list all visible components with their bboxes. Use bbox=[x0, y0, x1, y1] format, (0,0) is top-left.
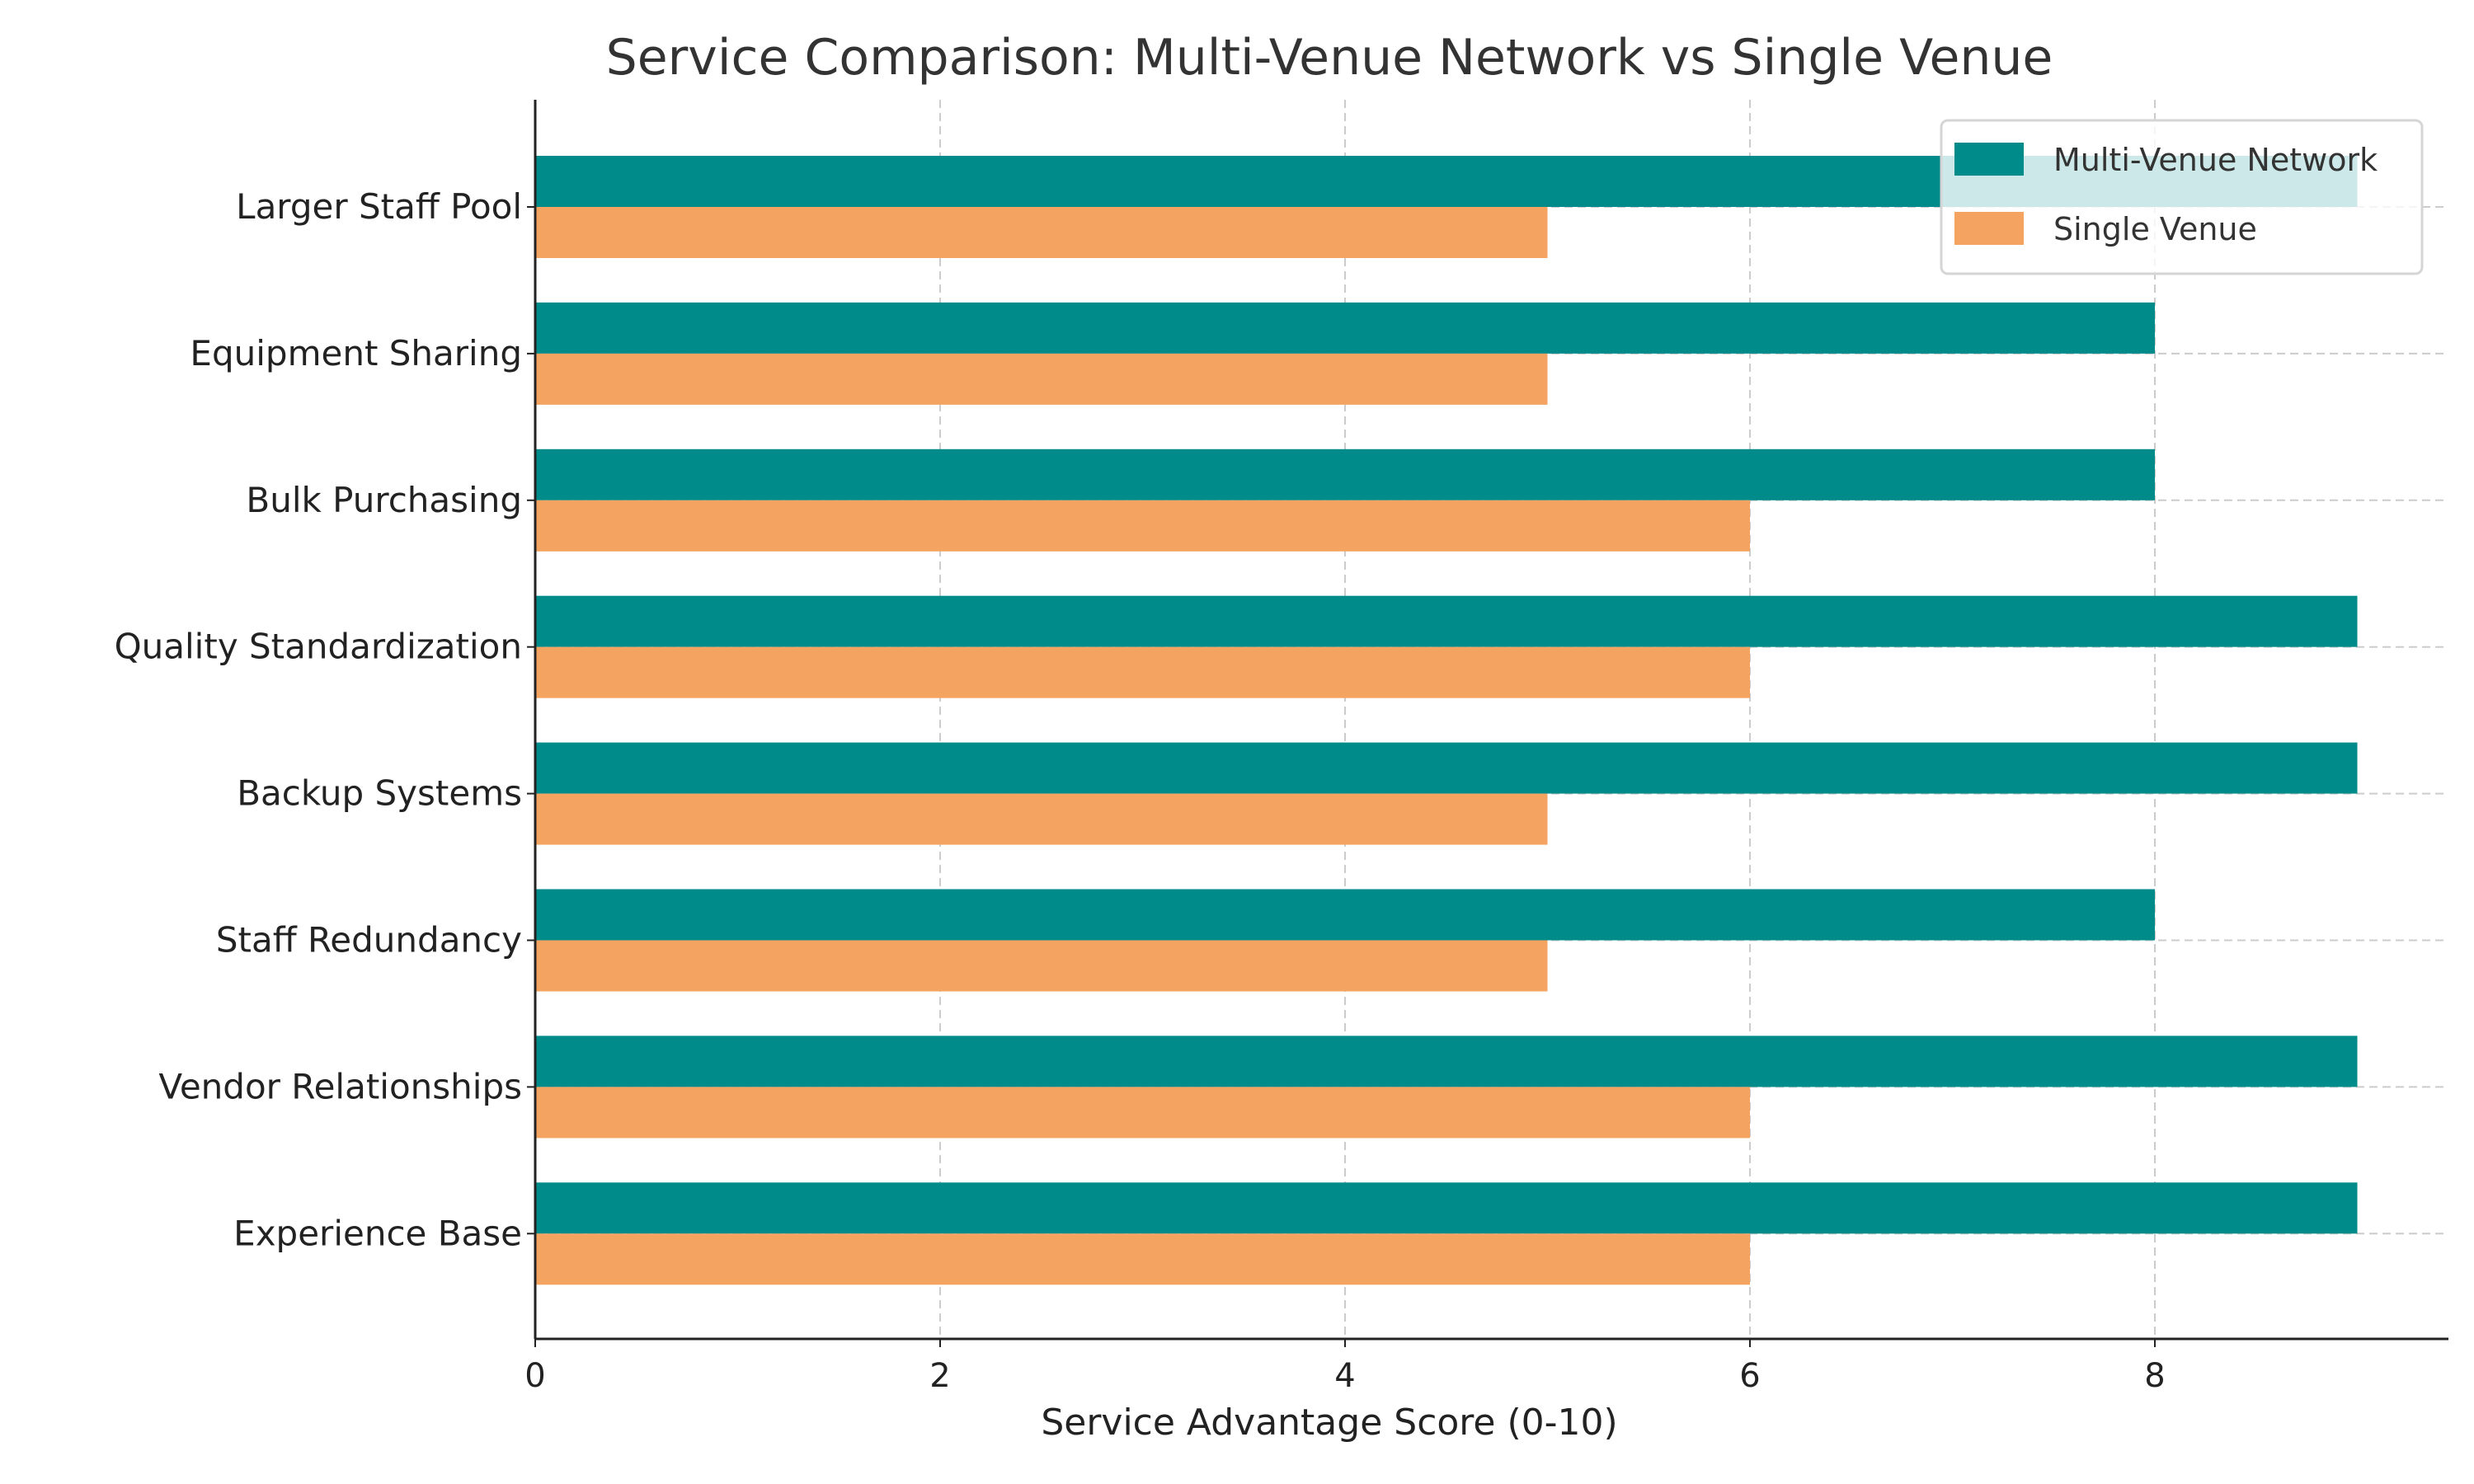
legend-label: Multi-Venue Network bbox=[2053, 142, 2378, 178]
x-tick-label: 8 bbox=[2144, 1357, 2165, 1395]
single-venue-bar bbox=[535, 793, 1548, 845]
single-venue-bar bbox=[535, 646, 1751, 698]
category-label: Equipment Sharing bbox=[190, 333, 522, 373]
multi-venue-bar bbox=[535, 302, 2156, 354]
single-venue-bar bbox=[535, 207, 1548, 258]
axes: 0 2 4 6 8 Larger Staff Pool Equipment Sharing B… bbox=[115, 100, 2448, 1395]
multi-venue-bar bbox=[535, 889, 2156, 941]
legend: Multi-Venue Network Single Venue bbox=[1940, 119, 2424, 275]
single-venue-bar bbox=[535, 500, 1751, 552]
category-label: Larger Staff Pool bbox=[236, 186, 522, 227]
category-label: Vendor Relationships bbox=[158, 1066, 522, 1106]
grid bbox=[534, 100, 2448, 1339]
multi-venue-bar bbox=[535, 595, 2358, 647]
single-venue-bar bbox=[535, 940, 1548, 992]
legend-swatch bbox=[1954, 143, 2024, 176]
legend-swatch bbox=[1954, 212, 2024, 245]
x-tick-label: 6 bbox=[1739, 1357, 1760, 1395]
category-label: Backup Systems bbox=[237, 773, 522, 814]
x-tick-label: 0 bbox=[524, 1357, 545, 1395]
legend-label: Single Venue bbox=[2053, 211, 2257, 247]
single-venue-bar bbox=[535, 1233, 1751, 1285]
category-label: Experience Base bbox=[233, 1213, 522, 1253]
x-tick-label: 4 bbox=[1334, 1357, 1355, 1395]
multi-venue-bar bbox=[535, 1036, 2358, 1087]
bars bbox=[535, 156, 2358, 1285]
x-axis-label: Service Advantage Score (0-10) bbox=[1041, 1402, 1617, 1444]
single-venue-bar bbox=[535, 353, 1548, 405]
category-label: Staff Redundancy bbox=[216, 920, 522, 960]
multi-venue-bar bbox=[535, 742, 2358, 794]
multi-venue-bar bbox=[535, 448, 2156, 500]
x-tick-label: 2 bbox=[929, 1357, 950, 1395]
category-label: Quality Standardization bbox=[115, 627, 522, 667]
legend-box bbox=[1940, 119, 2424, 275]
chart-title: Service Comparison: Multi-Venue Network … bbox=[606, 29, 2053, 87]
category-label: Bulk Purchasing bbox=[246, 480, 522, 520]
multi-venue-bar bbox=[535, 1182, 2358, 1234]
single-venue-bar bbox=[535, 1087, 1751, 1139]
